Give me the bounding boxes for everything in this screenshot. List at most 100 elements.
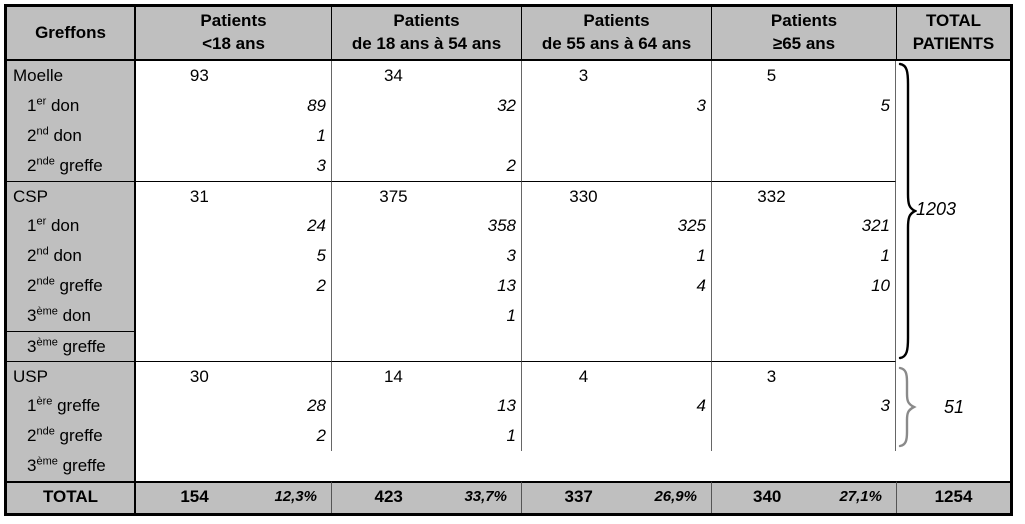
table-cell: 89 (136, 91, 331, 121)
header-greffons: Greffons (7, 7, 136, 61)
row-label-text: 2 (27, 156, 37, 175)
header-line2: ≥65 ans (772, 34, 836, 53)
total-patients-body-cell: 1203 51 (896, 61, 1010, 481)
header-line1: Patients (393, 11, 460, 31)
table-cell (711, 121, 896, 151)
table-cell (711, 451, 896, 481)
table-cell: 13 (331, 391, 521, 421)
total-cell-under-18: 154 12,3% (136, 481, 331, 513)
ordinal-superscript: nd (36, 125, 49, 138)
table-cell (521, 451, 711, 481)
table-cell: 2 (136, 421, 331, 451)
table-cell (331, 331, 521, 361)
row-label-rest: greffe (54, 426, 103, 445)
table-cell (711, 421, 896, 451)
row-label-text: 2 (27, 126, 37, 145)
table-cell: 1 (331, 301, 521, 331)
row-label-text: 1 (27, 216, 37, 235)
total-count: 154 (180, 487, 209, 506)
row-label-text: 3 (27, 337, 37, 356)
total-count: 423 (374, 487, 403, 506)
table-cell: 31 (136, 181, 331, 211)
ordinal-superscript: nde (36, 155, 55, 168)
header-line1: Patients (770, 11, 838, 31)
total-cell-18-54: 423 33,7% (331, 481, 521, 513)
table-cell: 28 (136, 391, 331, 421)
greffons-table: Greffons Patients <18 ans Patients de 18 a… (4, 4, 1013, 516)
header-line2: PATIENTS (912, 34, 995, 53)
cell-value: 30 (189, 367, 209, 386)
table-cell: 4 (521, 391, 711, 421)
table-cell: 5 (711, 91, 896, 121)
row-label-usp-2nde-greffe: 2nde greffe (7, 421, 136, 451)
table-cell: 1 (331, 421, 521, 451)
usp-brace-icon (898, 366, 917, 448)
total-label: TOTAL (7, 481, 136, 513)
row-label-text: 3 (27, 456, 37, 475)
table-cell: 4 (521, 271, 711, 301)
row-label-csp-2nd-don: 2nd don (7, 241, 136, 271)
row-label-csp: CSP (7, 181, 136, 211)
header-patients-55-64: Patients de 55 ans à 64 ans (521, 7, 711, 61)
total-cell-55-64: 337 26,9% (521, 481, 711, 513)
row-label-text: 2 (27, 426, 37, 445)
moelle-csp-total: 1203 (916, 199, 957, 219)
table-cell: 2 (331, 151, 521, 181)
row-label-rest: greffe (57, 337, 106, 356)
table-cell (521, 331, 711, 361)
cell-value: 4 (578, 367, 589, 386)
row-label-csp-3eme-don: 3ème don (7, 301, 136, 331)
table-cell (136, 331, 331, 361)
row-label-text: CSP (13, 187, 48, 206)
table-cell (711, 301, 896, 331)
table-cell: 330 (521, 181, 711, 211)
row-label-usp-3eme-greffe: 3ème greffe (7, 451, 136, 481)
table-cell (711, 151, 896, 181)
ordinal-superscript: ème (36, 455, 58, 468)
header-patients-65-plus: Patients ≥65 ans (711, 7, 896, 61)
table-cell: 3 (331, 241, 521, 271)
table-cell: 10 (711, 271, 896, 301)
ordinal-superscript: ème (36, 305, 58, 318)
total-percent: 26,9% (654, 488, 697, 505)
table-cell (711, 331, 896, 361)
grand-total: 1254 (896, 481, 1010, 513)
cell-value: 31 (189, 187, 209, 206)
table-cell: 3 (711, 361, 896, 391)
table-cell: 3 (136, 151, 331, 181)
cell-value: 14 (383, 367, 403, 386)
table-cell: 3 (521, 91, 711, 121)
row-label-text: 2 (27, 276, 37, 295)
ordinal-superscript: ème (36, 336, 58, 349)
row-label-text: 1 (27, 96, 37, 115)
table-cell (331, 121, 521, 151)
ordinal-superscript: nd (36, 245, 49, 258)
row-label-rest: greffe (54, 276, 103, 295)
header-total-patients: TOTAL PATIENTS (896, 7, 1010, 61)
row-label-rest: greffe (52, 396, 101, 415)
ordinal-superscript: er (36, 95, 47, 108)
total-count: 337 (564, 487, 593, 506)
table-cell: 358 (331, 211, 521, 241)
header-patients-18-54: Patients de 18 ans à 54 ans (331, 7, 521, 61)
table-cell: 3 (521, 61, 711, 91)
cell-value: 330 (569, 187, 598, 206)
ordinal-superscript: nde (36, 425, 55, 438)
table-cell: 34 (331, 61, 521, 91)
header-line1: TOTAL (925, 11, 982, 31)
table-cell: 24 (136, 211, 331, 241)
row-label-rest: don (57, 306, 91, 325)
table-cell: 375 (331, 181, 521, 211)
row-label-csp-3eme-greffe: 3ème greffe (7, 331, 136, 361)
total-percent: 27,1% (839, 488, 882, 505)
table-cell: 30 (136, 361, 331, 391)
row-label-rest: don (46, 96, 80, 115)
row-label-text: 2 (27, 246, 37, 265)
cell-value: 3 (578, 66, 589, 85)
row-label-usp-1ere-greffe: 1ère greffe (7, 391, 136, 421)
row-label-text: 1 (27, 396, 37, 415)
table-cell: 332 (711, 181, 896, 211)
total-percent: 33,7% (464, 488, 507, 505)
total-cell-65-plus: 340 27,1% (711, 481, 896, 513)
table-cell: 1 (711, 241, 896, 271)
